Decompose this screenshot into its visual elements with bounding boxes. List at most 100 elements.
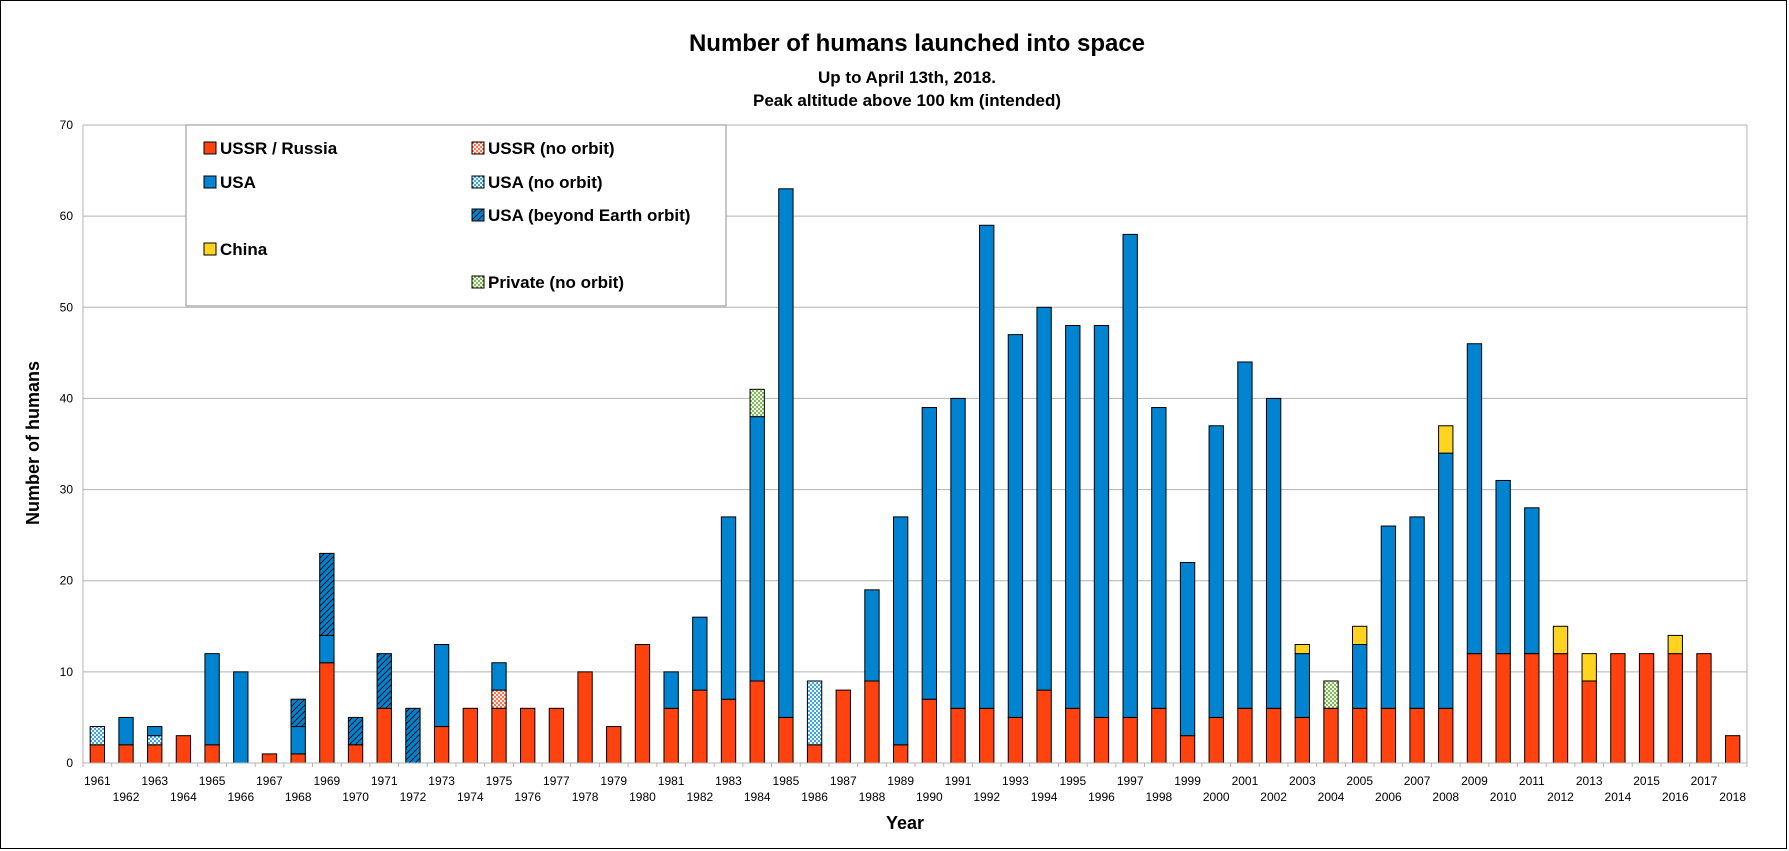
x-tick-label: 2017 (1691, 774, 1718, 788)
bar-segment-ussr-1997 (1122, 716, 1138, 764)
bar-segment-usa-1988 (864, 589, 880, 682)
bar-segment-usa-1990 (921, 407, 938, 700)
bar-segment-ussr-2009 (1466, 653, 1483, 764)
bar-segment-ussr-1998 (1151, 707, 1167, 764)
bar-segment-ussr-1985 (778, 716, 794, 764)
bar-segment-ussr-1961 (89, 744, 106, 764)
bar-segment-usa-1992 (979, 224, 995, 709)
bar-segment-ussr-2018 (1724, 735, 1741, 764)
bar-segment-ussr-2016 (1667, 653, 1683, 764)
bar-segment-usa-1985 (778, 188, 794, 718)
x-tick-label: 1987 (830, 774, 857, 788)
x-tick-label: 1972 (400, 790, 427, 804)
legend-swatch-china (203, 242, 217, 256)
bar-segment-ussr-2003 (1294, 716, 1310, 764)
bar-segment-ussr-1981 (663, 707, 679, 764)
x-tick-label: 2002 (1260, 790, 1287, 804)
x-tick-label: 1969 (314, 774, 341, 788)
bar-segment-ussr-1999 (1179, 735, 1196, 764)
bar-segment-ussr-2012 (1552, 653, 1569, 764)
bar-segment-ussr-1984 (749, 680, 765, 764)
bar-segment-ussr-1963 (147, 744, 163, 764)
bar-segment-china-2016 (1667, 634, 1683, 655)
x-tick-label: 1996 (1088, 790, 1115, 804)
y-tick-label: 40 (60, 391, 74, 405)
bar-segment-usa_beo-1972 (405, 707, 421, 764)
y-tick-label: 60 (60, 209, 74, 223)
legend-label-usa_beo: USA (beyond Earth orbit) (488, 206, 690, 225)
x-tick-label: 1982 (686, 790, 713, 804)
bar-segment-china-2008 (1438, 425, 1454, 454)
x-tick-label: 1995 (1059, 774, 1086, 788)
bar-segment-ussr-2005 (1352, 707, 1368, 764)
bar-segment-usa-1997 (1122, 233, 1138, 718)
x-tick-label: 2013 (1576, 774, 1603, 788)
legend-swatch-ussr (203, 141, 217, 155)
bar-segment-usa-1991 (950, 397, 966, 709)
bar-segment-usa-1962 (118, 716, 134, 746)
bar-segment-usa-1966 (233, 671, 249, 764)
x-tick-label: 2018 (1719, 790, 1746, 804)
bar-segment-usa-2009 (1466, 343, 1483, 655)
bar-segment-usa-1993 (1007, 334, 1024, 718)
bar-segment-usa-1963 (147, 726, 163, 737)
legend-swatch-private (471, 275, 485, 289)
x-tick-label: 1973 (428, 774, 455, 788)
bar-segment-ussr-2000 (1208, 716, 1224, 764)
bar-segment-usa-2003 (1294, 653, 1310, 718)
legend-swatch-ussr_no (471, 141, 485, 155)
bar-segment-ussr-2007 (1409, 707, 1425, 764)
bar-segment-usa-2001 (1237, 361, 1253, 709)
bar-segment-ussr-1980 (634, 644, 651, 764)
bar-segment-usa-2010 (1495, 479, 1511, 655)
chart-subtitle-line-2: Peak altitude above 100 km (intended) (753, 91, 1061, 110)
x-tick-label: 1992 (973, 790, 1000, 804)
legend-label-china: China (220, 240, 268, 259)
bar-segment-ussr-1991 (950, 707, 966, 764)
y-tick-label: 50 (60, 300, 74, 314)
x-tick-label: 2006 (1375, 790, 1402, 804)
x-axis-label: Year (886, 813, 924, 833)
x-tick-label: 2001 (1232, 774, 1259, 788)
bar-segment-usa-1983 (720, 516, 737, 700)
x-tick-label: 2015 (1633, 774, 1660, 788)
x-tick-label: 1985 (773, 774, 800, 788)
bar-segment-ussr-1968 (290, 753, 306, 764)
bar-segment-ussr-2004 (1323, 707, 1339, 764)
x-tick-label: 1968 (285, 790, 312, 804)
bar-segment-ussr-1976 (520, 707, 536, 764)
bar-segment-ussr-2014 (1610, 653, 1626, 764)
x-tick-label: 1991 (945, 774, 972, 788)
legend-label-usa: USA (220, 173, 256, 192)
bar-segment-usa_beo-1970 (347, 716, 364, 746)
x-tick-label: 2011 (1519, 774, 1545, 788)
x-tick-label: 2014 (1605, 790, 1632, 804)
x-tick-label: 1984 (744, 790, 771, 804)
bar-segment-ussr-1971 (376, 707, 392, 764)
bar-segment-usa-2007 (1409, 516, 1425, 709)
bar-segment-ussr-2010 (1495, 653, 1511, 764)
y-axis-label: Number of humans (23, 361, 43, 525)
bar-segment-ussr-1965 (204, 744, 220, 764)
bar-segment-ussr-2002 (1265, 707, 1282, 764)
bar-segment-ussr-1986 (806, 744, 823, 764)
bar-segment-ussr_no-1975 (491, 689, 507, 709)
bar-segment-usa-2002 (1265, 397, 1282, 709)
bar-segment-usa-1969 (319, 634, 335, 664)
bar-segment-ussr-2001 (1237, 707, 1253, 764)
x-tick-label: 2000 (1203, 790, 1230, 804)
legend-label-ussr: USSR / Russia (220, 139, 338, 158)
bar-segment-usa-1973 (433, 644, 450, 728)
bar-segment-ussr-1982 (692, 689, 708, 764)
bar-segment-usa_no-1986 (806, 680, 823, 746)
bar-segment-ussr-1975 (491, 707, 507, 764)
bar-segment-usa_beo-1971 (376, 653, 392, 709)
bar-segment-ussr-1967 (261, 753, 278, 764)
legend-label-ussr_no: USSR (no orbit) (488, 139, 615, 158)
y-tick-label: 30 (60, 483, 74, 497)
x-tick-label: 1997 (1117, 774, 1144, 788)
legend-box (185, 124, 727, 307)
bars (89, 188, 1741, 764)
x-tick-label: 2009 (1461, 774, 1488, 788)
